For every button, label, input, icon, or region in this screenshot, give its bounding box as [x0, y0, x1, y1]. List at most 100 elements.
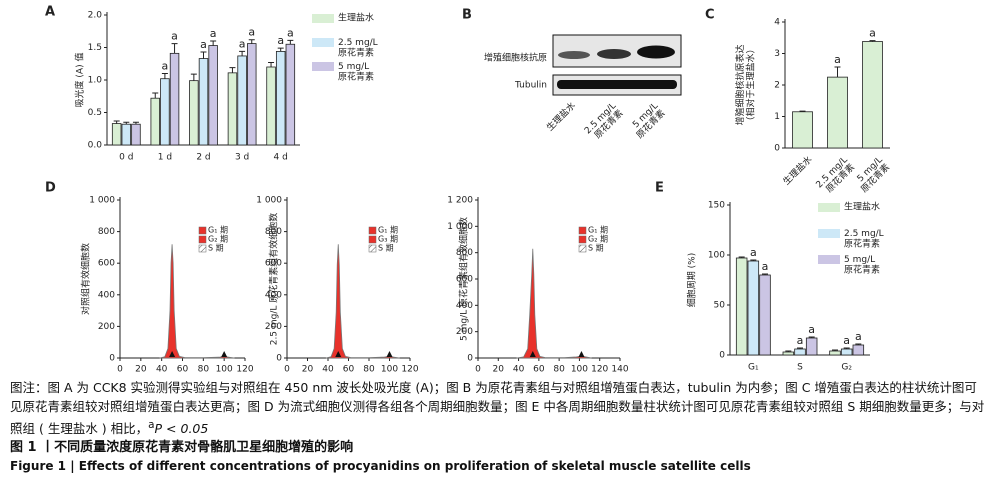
x-tick-label: 5 mg/L原花青素: [852, 155, 892, 195]
legend-swatch: [368, 226, 377, 235]
sig-label: a: [855, 330, 862, 343]
error-bar: [277, 47, 284, 52]
x-tick-label: 120: [401, 365, 418, 373]
y-tick-label: 200: [456, 327, 473, 337]
legend-label: S 期: [378, 244, 394, 253]
band: [557, 80, 677, 89]
panel-label: A: [45, 5, 55, 20]
x-tick-label: 100: [381, 365, 398, 373]
legend-label: G₃ 期: [378, 235, 398, 244]
sig-label: a: [162, 60, 169, 73]
x-tick-label: 0: [475, 365, 481, 373]
y-tick-label: 0: [276, 354, 282, 364]
error-bar: [123, 121, 130, 125]
peak-marker: [386, 351, 393, 357]
legend-label: 生理盐水: [338, 12, 374, 24]
x-tick-label: 60: [343, 365, 355, 373]
x-tick-label: 120: [236, 365, 253, 373]
bar: [840, 348, 853, 356]
sig-label: a: [287, 26, 294, 39]
legend-label: S 期: [588, 244, 604, 253]
error-bar: [762, 273, 768, 275]
bar: [111, 123, 122, 146]
caption-sup: a: [148, 419, 155, 431]
y-tick-label: 0: [719, 351, 725, 361]
band: [637, 45, 675, 59]
legend-label: 2.5 mg/L 原花青素: [338, 38, 378, 58]
bar: [829, 350, 841, 356]
y-tick-label: 0: [109, 354, 115, 364]
bar: [827, 76, 848, 149]
legend-swatch: [578, 235, 587, 244]
y-tick-label: 0.0: [88, 141, 103, 151]
error-bar: [200, 51, 207, 59]
y-tick-label: 1 000: [256, 196, 282, 206]
title-zh: 图 1 丨不同质量浓度原花青素对骨骼肌卫星细胞增殖的影响: [10, 440, 354, 456]
error-bar: [855, 343, 862, 345]
x-tick-label: G₂: [841, 363, 852, 373]
error-bar: [161, 73, 168, 79]
sig-label: a: [239, 37, 246, 50]
y-tick-label: 600: [456, 275, 473, 285]
error-bar: [229, 67, 236, 73]
legend-swatch: [818, 255, 840, 264]
error-bar: [190, 73, 197, 81]
y-tick-label: 0: [467, 354, 473, 364]
y-axis-label: 吸光度 (A) 值: [74, 53, 86, 108]
bar: [759, 274, 771, 356]
x-tick-label: 20: [302, 365, 314, 373]
error-bar: [171, 43, 178, 54]
error-bar: [132, 121, 139, 125]
error-bar: [239, 50, 246, 56]
x-tick-label: 0 d: [119, 153, 133, 163]
legend-swatch: [312, 62, 334, 71]
error-bar: [248, 39, 255, 44]
sig-label: a: [248, 26, 255, 39]
y-tick-label: 2: [774, 81, 780, 91]
legend-swatch: [312, 14, 334, 23]
panel-label: C: [705, 8, 715, 23]
legend-swatch: [818, 203, 840, 212]
x-tick-label: 80: [363, 365, 375, 373]
sig-label: a: [869, 27, 876, 40]
sig-label: a: [762, 260, 769, 273]
y-tick-label: 1.5: [88, 43, 102, 53]
y-tick-label: 200: [98, 322, 115, 332]
y-tick-label: 600: [265, 259, 282, 269]
legend-label: G₁ 期: [588, 226, 608, 235]
y-tick-label: 4: [774, 18, 780, 28]
error-bar: [797, 347, 803, 349]
y-tick-label: 200: [265, 322, 282, 332]
legend-label: G₂ 期: [208, 235, 228, 244]
y-tick-label: 400: [98, 290, 115, 300]
legend-label: G₁ 期: [208, 226, 228, 235]
peak-marker: [169, 351, 176, 357]
x-tick-label: S: [797, 363, 803, 373]
histogram: [159, 244, 235, 359]
title-en: Figure 1 | Effects of different concentr…: [10, 459, 751, 474]
caption: 图注：图 A 为 CCK8 实验测得实验组与对照组在 450 nm 波长处吸光度…: [10, 378, 986, 476]
y-axis-label: 细胞周期 (%): [686, 253, 698, 307]
bar: [227, 72, 238, 146]
band: [597, 49, 631, 59]
y-axis-label: 增殖细胞核抗原表达（相对于生理盐水）: [734, 44, 756, 125]
y-tick-label: 1 000: [447, 222, 473, 232]
blot-row-label: 增殖细胞核抗原: [484, 52, 547, 64]
error-bar: [210, 40, 217, 46]
x-tick-label: 0: [117, 365, 123, 373]
y-tick-label: 600: [98, 259, 115, 269]
panel-label: B: [462, 8, 472, 23]
bar: [275, 51, 286, 146]
peak-marker: [221, 351, 228, 357]
legend-swatch: [198, 226, 207, 235]
y-tick-label: 0: [774, 144, 780, 154]
peak-marker: [529, 351, 536, 357]
legend-swatch: [368, 244, 377, 253]
x-tick-label: 3 d: [235, 153, 249, 163]
blot-lane-label: 5 mg/L原花青素: [627, 101, 667, 141]
y-tick-label: 800: [98, 227, 115, 237]
bar: [237, 55, 247, 146]
panel-label: E: [655, 181, 664, 196]
caption-p: P < 0.05: [154, 421, 209, 437]
sig-label: a: [200, 38, 207, 51]
